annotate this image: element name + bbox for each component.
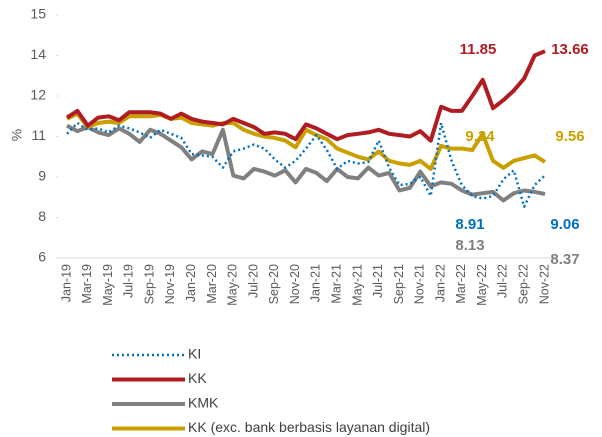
y-tick-label: 9: [38, 168, 46, 184]
legend-label: KMK: [188, 395, 219, 411]
x-tick-label: Mar-21: [329, 264, 343, 304]
annotation: 9.34: [465, 128, 495, 145]
y-tick-label: 14: [30, 46, 46, 62]
annotation: 8.13: [455, 237, 484, 254]
annotation: 8.91: [455, 216, 484, 233]
x-tick-label: Sep-22: [517, 264, 531, 304]
series-line: [65, 49, 546, 143]
x-tick-label: May-22: [475, 264, 489, 306]
x-tick-label: Mar-20: [205, 264, 219, 304]
x-tick-label: Nov-21: [413, 264, 427, 304]
annotation: 11.85: [460, 41, 497, 58]
x-tick-label: Mar-19: [80, 264, 94, 304]
y-tick-label: 12: [30, 87, 46, 103]
annotation: 13.66: [551, 41, 589, 58]
x-tick-label: Jul-19: [122, 264, 136, 298]
series-line: [66, 111, 547, 171]
x-tick-label: Nov-19: [163, 264, 177, 304]
x-tick-label: Nov-22: [537, 264, 551, 304]
x-tick-label: May-20: [226, 264, 240, 306]
x-tick-label: Jan-21: [309, 264, 323, 302]
x-tick-label: Sep-20: [267, 264, 281, 304]
x-tick-label: Sep-19: [142, 264, 156, 304]
x-tick-label: Jan-19: [59, 264, 73, 302]
series-line: [66, 121, 546, 208]
annotation: 9.56: [555, 128, 584, 145]
x-tick-label: Jul-21: [371, 264, 385, 298]
annotation: 9.06: [550, 216, 579, 233]
x-tick-label: Nov-20: [288, 264, 302, 304]
y-tick-label: 11: [31, 127, 46, 143]
x-tick-label: Mar-22: [454, 264, 468, 304]
x-tick-label: Jul-20: [246, 264, 260, 298]
x-tick-label: May-21: [350, 264, 364, 306]
legend-label: KK: [188, 370, 207, 386]
legend-label: KK (exc. bank berbasis layanan digital): [188, 419, 430, 435]
x-tick-label: Jan-20: [184, 264, 198, 302]
x-tick-label: Jan-22: [433, 264, 447, 302]
x-tick-label: May-19: [101, 264, 115, 306]
series-line: [66, 123, 546, 203]
y-tick-label: 15: [30, 6, 46, 22]
y-tick-label: 8: [38, 208, 46, 224]
annotation: 8.37: [550, 251, 579, 268]
y-tick-label: 6: [38, 249, 46, 265]
x-tick-label: Jul-22: [496, 264, 510, 298]
legend-label: KI: [188, 346, 201, 362]
x-tick-label: Sep-21: [392, 264, 406, 304]
y-axis-label: %: [9, 129, 25, 141]
